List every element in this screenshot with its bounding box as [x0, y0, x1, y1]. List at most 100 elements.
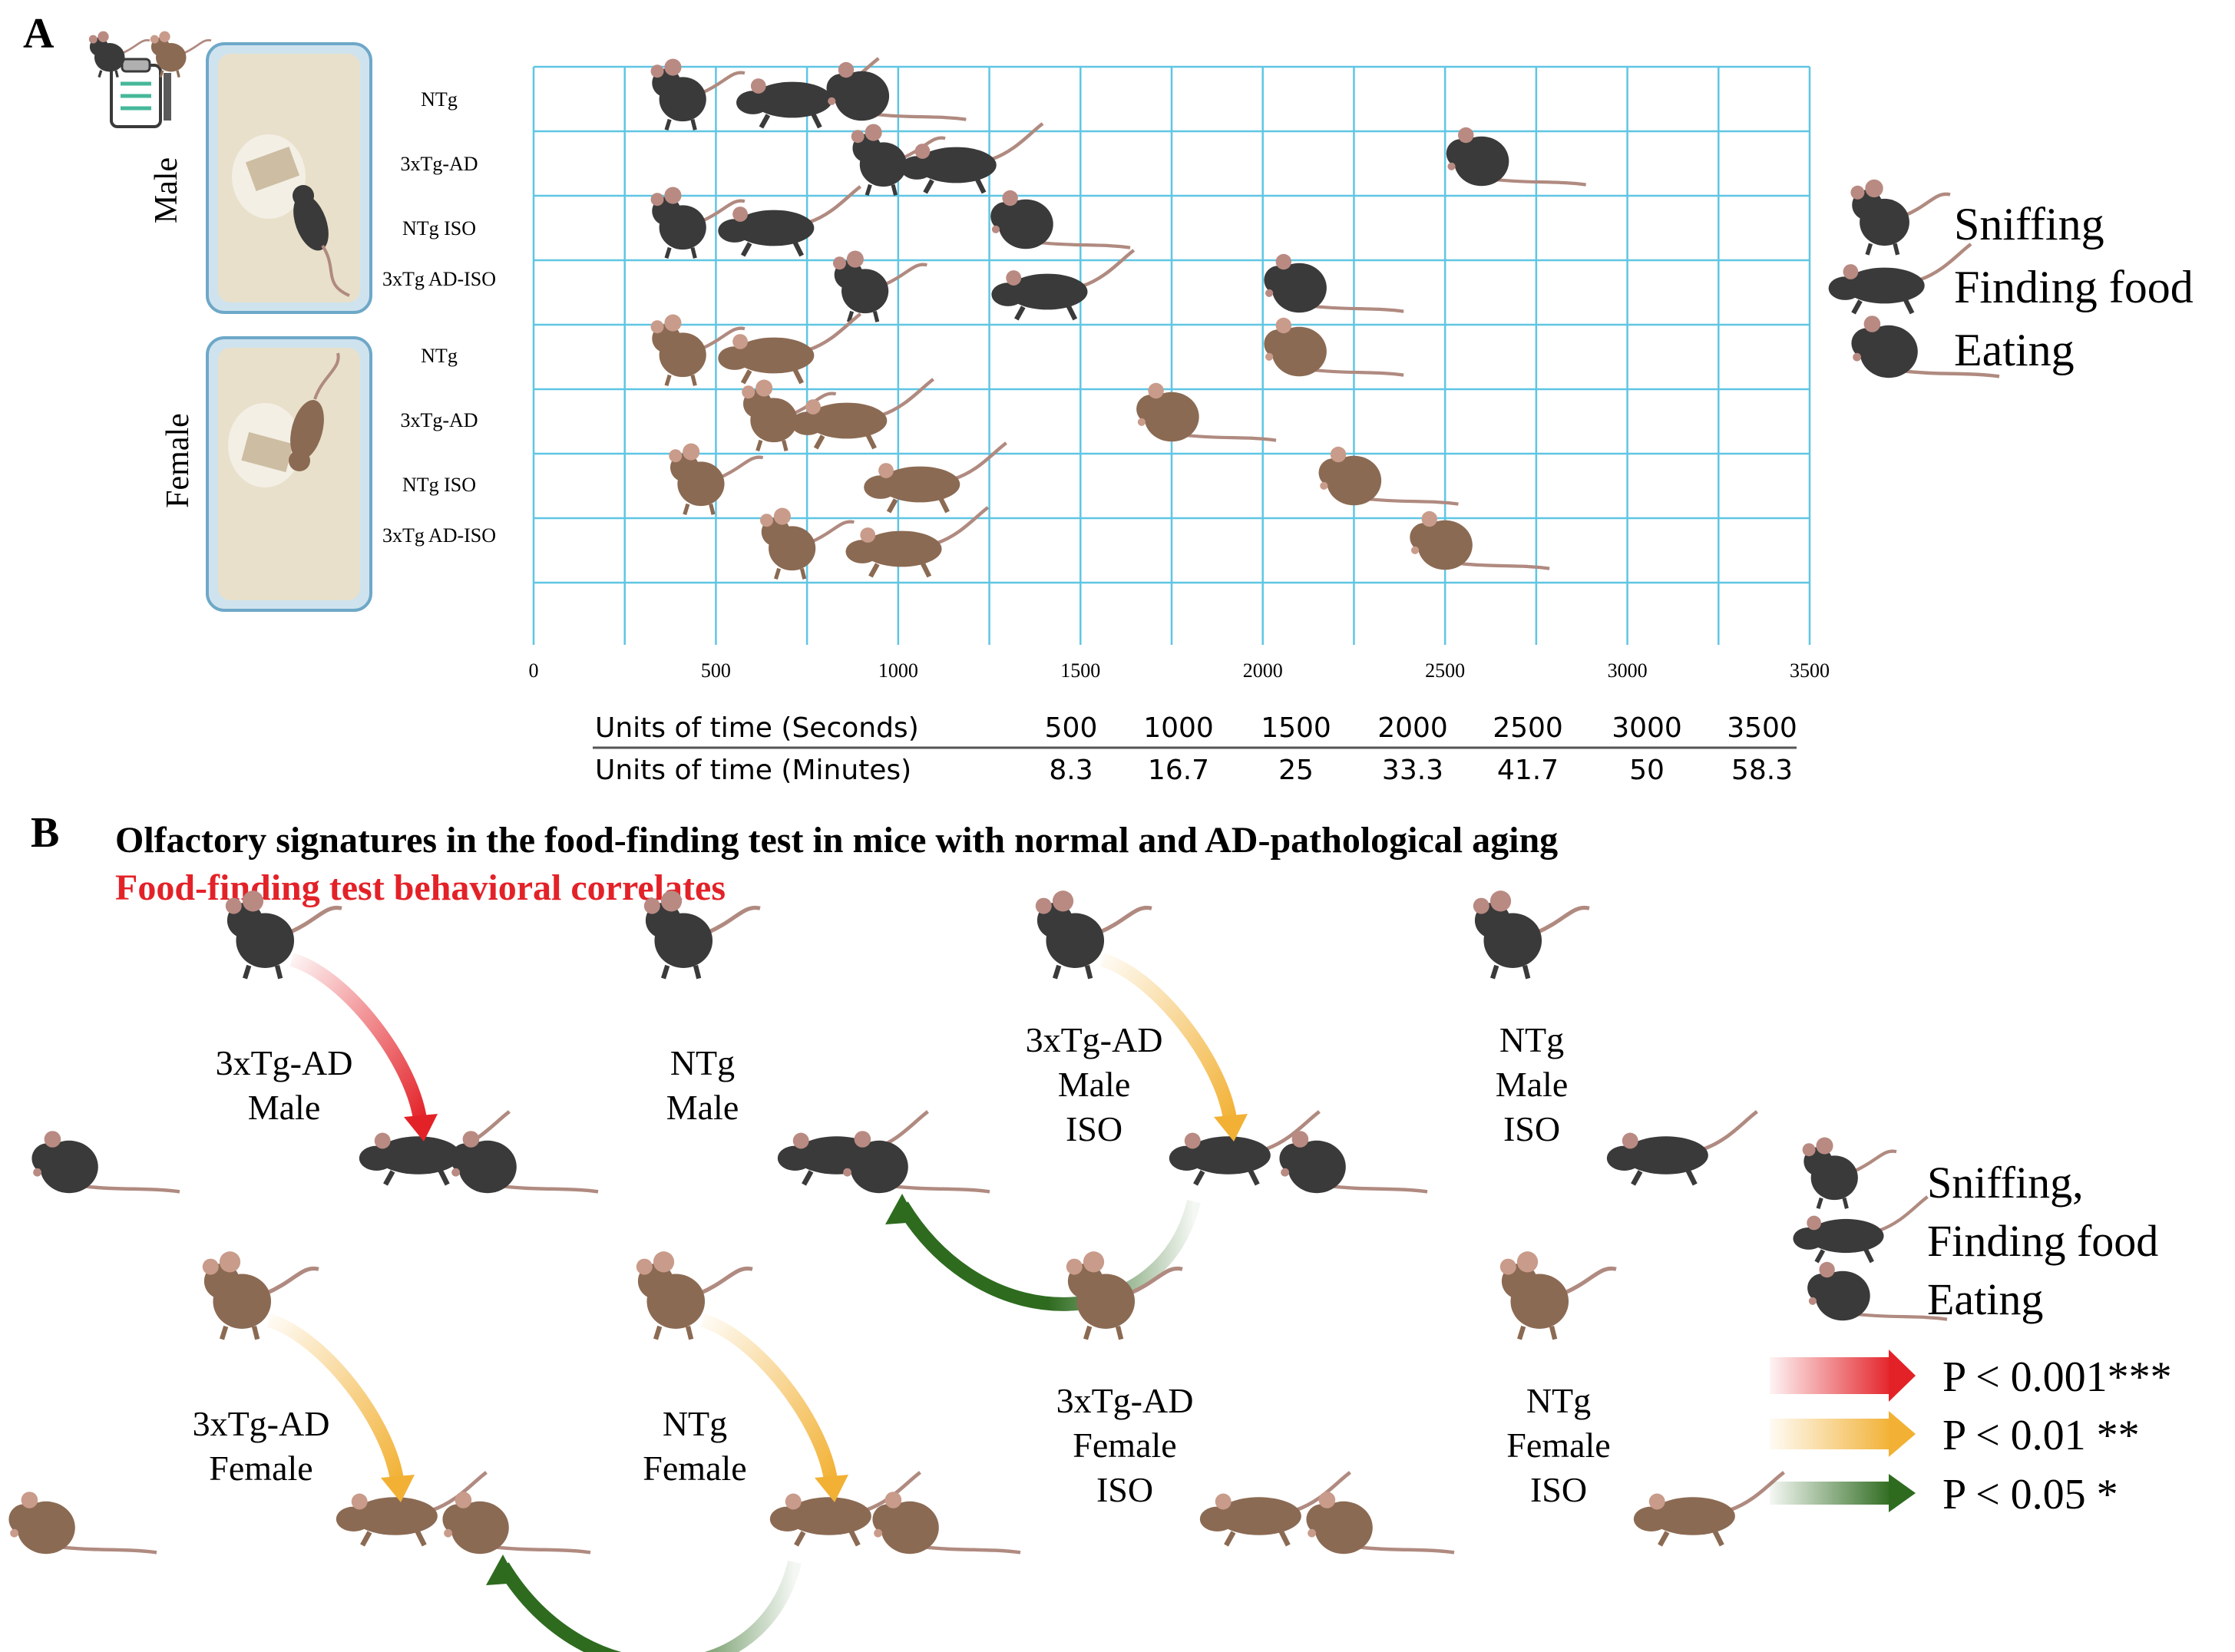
event-eating-mouse	[826, 61, 967, 121]
orange-arrow-head	[1214, 1114, 1248, 1142]
group-sniffing-mouse	[643, 890, 761, 980]
legend-label: Eating	[1954, 325, 2075, 375]
group-label-line: Female	[1073, 1426, 1176, 1465]
legend-finding-mouse-glyph	[1828, 243, 1972, 315]
behavior-groups: 3xTg-AD Male NTg Male 3xTg-AD Male ISO NTg Male I…	[8, 890, 1785, 1652]
x-tick-label: 0	[529, 659, 539, 682]
group-label-line: Female	[1506, 1426, 1610, 1465]
protocol-mice-icon	[88, 31, 212, 78]
panel-a-legend: Sniffing Finding food Eating	[1828, 179, 2194, 378]
event-finding-mouse	[991, 249, 1136, 321]
legend-eating-mouse-glyph	[1851, 316, 2000, 378]
green-arrow-head	[486, 1555, 518, 1585]
group-finding-mouse	[1633, 1471, 1785, 1547]
behavior-group: 3xTg-AD Female	[8, 1251, 488, 1555]
significance-arrow-head	[1889, 1350, 1916, 1402]
behavior-group: NTg Female	[442, 1251, 921, 1652]
time-conversion-table: Units of time (Seconds) Units of time (M…	[593, 712, 1797, 786]
event-eating-mouse	[990, 190, 1131, 249]
group-label-line: 3xTg-AD	[1026, 1020, 1163, 1059]
orange-arc-arrow	[700, 1313, 838, 1487]
group-finding-mouse	[1199, 1471, 1351, 1547]
group-eating-mouse	[442, 1492, 591, 1555]
conversion-seconds-value: 1000	[1143, 712, 1214, 744]
behavior-group: 3xTg-AD Male	[31, 890, 511, 1194]
panel-a-letter: A	[23, 10, 55, 58]
event-sniffing-mouse	[650, 314, 746, 386]
significance-legend: P < 0.001*** P < 0.01 ** P < 0.05 *	[1770, 1350, 2172, 1518]
legend-b-eating-mouse-glyph	[1807, 1261, 1948, 1321]
group-eating-mouse	[1306, 1492, 1455, 1555]
conversion-seconds-value: 3000	[1612, 712, 1682, 744]
group-sniffing-mouse	[202, 1251, 319, 1340]
group-sniffing-mouse	[225, 890, 342, 980]
event-sniffing-mouse	[669, 443, 764, 515]
significance-arrow-head	[1889, 1474, 1916, 1512]
event-finding-mouse	[845, 506, 990, 578]
protocol-mouse-female-glyph	[150, 31, 212, 78]
legend-b-eating-mouse	[1807, 1261, 1948, 1321]
group-label-line: ISO	[1530, 1470, 1587, 1509]
event-eating-mouse	[1264, 253, 1404, 313]
conversion-minutes-value: 50	[1629, 755, 1665, 786]
row-label: NTg ISO	[402, 474, 476, 496]
group-label-line: NTg	[663, 1404, 727, 1443]
orange-arrow-head	[381, 1475, 415, 1502]
group-eating-mouse	[31, 1131, 180, 1194]
panel-b-subtitle: Food-finding test behavioral correlates	[115, 867, 726, 908]
panel-b-legend: Sniffing, Finding food Eating	[1793, 1137, 2158, 1324]
behavior-group: NTg Male ISO	[1279, 890, 1758, 1194]
group-label-line: NTg	[1526, 1381, 1591, 1420]
protocol-clipboard-icon	[110, 58, 171, 128]
row-label: NTg	[421, 345, 458, 367]
legend-sniffing-mouse-glyph	[1850, 179, 1951, 256]
event-finding-mouse	[864, 441, 1007, 514]
group-label-line: Male	[248, 1088, 321, 1127]
group-finding-mouse	[359, 1110, 511, 1186]
protocol-mouse-female	[150, 31, 212, 78]
significance-label: P < 0.05 *	[1942, 1471, 2118, 1518]
conversion-seconds-value: 1500	[1261, 712, 1331, 744]
conversion-row-label-minutes: Units of time (Minutes)	[595, 755, 911, 786]
sex-label-female: Female	[160, 413, 196, 508]
significance-arrow-head	[1889, 1411, 1916, 1457]
event-finding-mouse	[900, 122, 1044, 194]
event-sniffing-mouse	[650, 58, 746, 131]
row-label: NTg ISO	[402, 217, 476, 240]
significance-label: P < 0.001***	[1942, 1353, 2172, 1401]
group-finding-mouse	[1606, 1110, 1758, 1186]
conversion-minutes-value: 33.3	[1382, 755, 1443, 786]
group-sniffing-mouse	[1035, 890, 1152, 980]
legend-b-label: Finding food	[1927, 1216, 2158, 1266]
group-label-line: NTg	[1499, 1020, 1564, 1059]
conversion-row-label-seconds: Units of time (Seconds)	[595, 712, 919, 744]
male-cage	[206, 42, 372, 314]
conversion-minutes-value: 8.3	[1049, 755, 1093, 786]
conversion-minutes-value: 16.7	[1148, 755, 1209, 786]
green-arrow-head	[885, 1194, 917, 1224]
legend-b-label: Sniffing,	[1927, 1158, 2084, 1208]
row-label: NTg	[421, 88, 458, 111]
green-arc-arrow	[497, 1560, 802, 1652]
behavior-group: NTg Female ISO	[1306, 1251, 1785, 1555]
x-tick-label: 1500	[1060, 659, 1100, 682]
significance-arrow-bar	[1770, 1357, 1893, 1394]
event-eating-mouse	[1318, 446, 1459, 506]
conversion-seconds-value: 3500	[1727, 712, 1797, 744]
group-label-line: 3xTg-AD	[1056, 1381, 1194, 1420]
conversion-seconds-value: 2500	[1493, 712, 1563, 744]
conversion-minutes-value: 58.3	[1731, 755, 1793, 786]
event-sniffing-mouse	[851, 124, 946, 196]
behavior-group: 3xTg-AD Female ISO	[872, 1251, 1351, 1555]
group-finding-mouse	[1169, 1110, 1321, 1186]
legend-label: Finding food	[1954, 262, 2194, 312]
legend-eating-mouse	[1851, 316, 2000, 378]
group-label-line: NTg	[670, 1043, 735, 1082]
behavior-group: 3xTg-AD Male ISO	[841, 890, 1321, 1311]
row-label: 3xTg AD-ISO	[382, 268, 496, 290]
group-label-line: Female	[209, 1449, 312, 1488]
conversion-minutes-value: 41.7	[1497, 755, 1559, 786]
legend-b-label: Eating	[1927, 1274, 2043, 1324]
group-sniffing-mouse	[1066, 1251, 1183, 1340]
